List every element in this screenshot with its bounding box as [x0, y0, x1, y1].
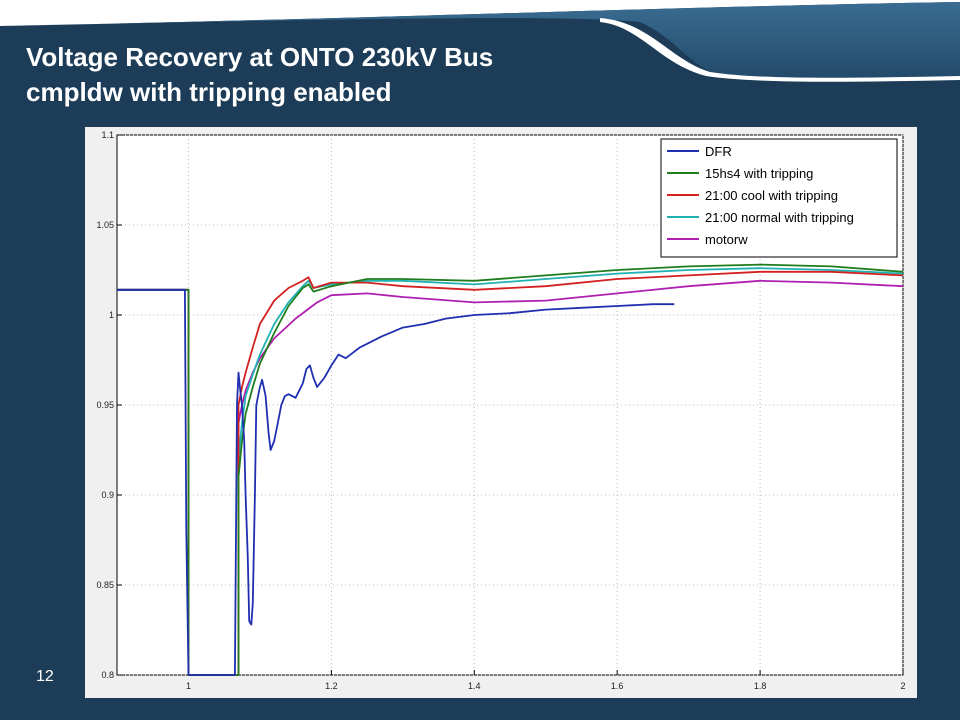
legend-label: motorw — [705, 232, 748, 247]
banner-water-band — [0, 2, 960, 78]
y-tick-label: 0.8 — [101, 670, 114, 680]
x-tick-label: 1.6 — [611, 681, 624, 691]
series-line-15hs4-with-tripping — [117, 263, 904, 676]
legend: DFR 15hs4 with tripping 21:00 cool with tr… — [660, 138, 898, 258]
legend-label: 15hs4 with tripping — [705, 166, 813, 181]
banner-white-curve — [600, 18, 960, 82]
legend-box — [660, 138, 898, 258]
title-line-2: cmpldw with tripping enabled — [26, 77, 392, 107]
banner-white-swoosh — [0, 0, 960, 26]
y-tick-label: 0.95 — [96, 400, 114, 410]
slide-title: Voltage Recovery at ONTO 230kV Bus cmpld… — [26, 40, 493, 110]
series-line-21-00-cool-with-tripping — [117, 270, 904, 676]
x-tick-label: 1.2 — [325, 681, 338, 691]
x-tick-label: 1 — [186, 681, 191, 691]
y-tick-label: 1 — [109, 310, 114, 320]
slide-number: 12 — [36, 668, 54, 685]
voltage-chart: 1 1.2 1.4 1.6 1.8 2 0.8 0.85 0.9 0.95 1 1.05 1.1 DFR… — [96, 130, 905, 691]
title-line-1: Voltage Recovery at ONTO 230kV Bus — [26, 42, 494, 72]
series-line-dfr — [117, 288, 675, 676]
x-tick-label: 1.4 — [468, 681, 481, 691]
legend-label: 21:00 cool with tripping — [705, 188, 838, 203]
grid-lines — [117, 134, 904, 676]
y-tick-label: 1.1 — [101, 130, 114, 140]
legend-label: 21:00 normal with tripping — [705, 210, 854, 225]
x-tick-label: 2 — [900, 681, 905, 691]
series-lines — [117, 263, 904, 676]
legend-label: DFR — [705, 144, 732, 159]
y-tick-label: 1.05 — [96, 220, 114, 230]
chart-frame: 1 1.2 1.4 1.6 1.8 2 0.8 0.85 0.9 0.95 1 1.05 1.1 DFR… — [85, 127, 917, 698]
x-tick-label: 1.8 — [754, 681, 767, 691]
y-tick-label: 0.9 — [101, 490, 114, 500]
y-tick-label: 0.85 — [96, 580, 114, 590]
